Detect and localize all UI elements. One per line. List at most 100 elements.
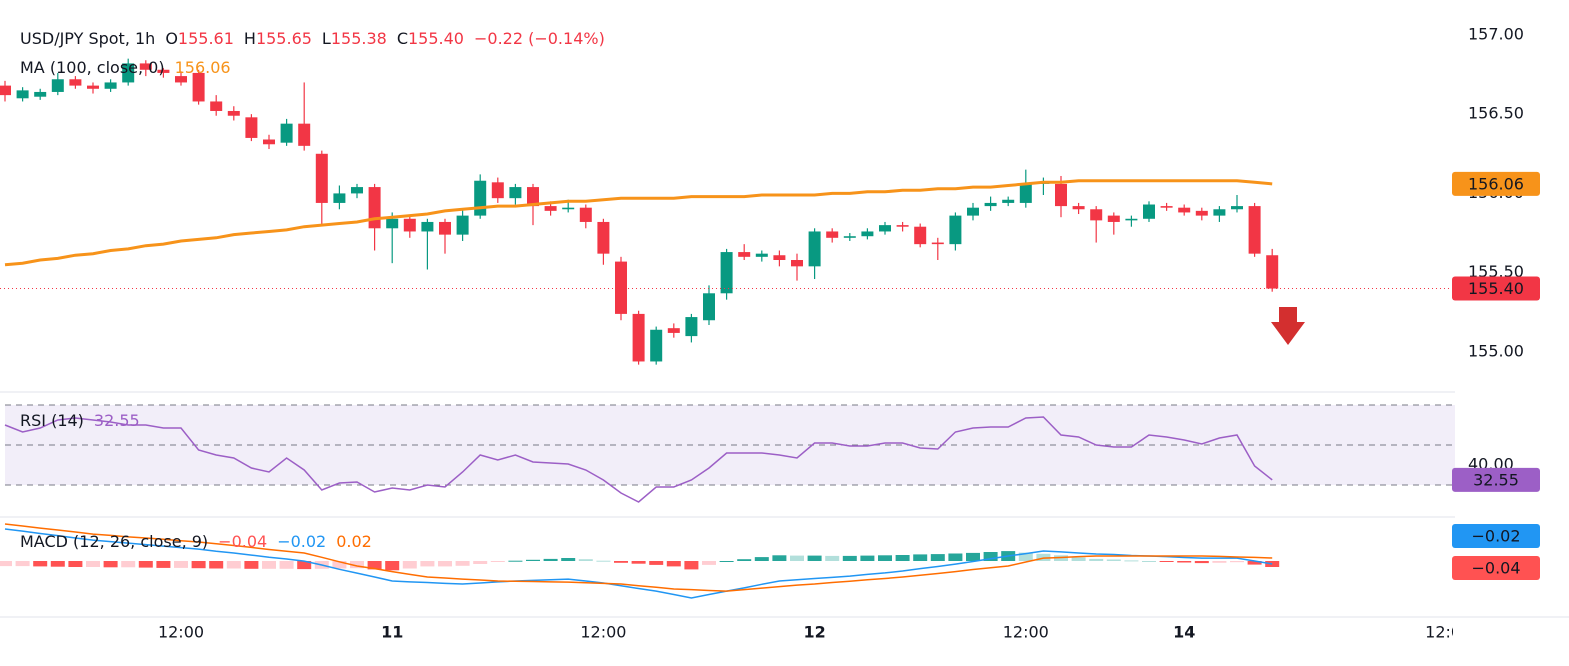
histogram-bar — [209, 561, 224, 569]
candle-body — [720, 252, 733, 294]
histogram-bar — [526, 559, 540, 561]
legend-key: H — [244, 29, 256, 48]
candle-body — [1231, 206, 1243, 210]
histogram-bar — [420, 561, 435, 567]
histogram-bar — [490, 561, 505, 562]
candle-body — [1195, 210, 1208, 216]
histogram-bar — [174, 561, 188, 568]
histogram-bar — [473, 561, 488, 564]
candle-body — [1019, 183, 1032, 203]
candle-body — [1055, 183, 1067, 207]
x-tick-label: 14 — [1173, 623, 1195, 642]
histogram-bar — [438, 561, 452, 567]
histogram-bar — [402, 561, 417, 569]
candle-body — [1178, 207, 1191, 213]
histogram-bar — [86, 561, 100, 567]
candle-body — [650, 329, 663, 362]
candle-body — [896, 225, 909, 227]
histogram-bar — [1142, 561, 1156, 562]
price-label: −0.04 — [1471, 559, 1520, 578]
series-line — [4, 523, 1273, 592]
symbol-title: USD/JPY Spot, 1h — [20, 29, 155, 48]
candle-body — [69, 79, 82, 86]
histogram-bar — [860, 555, 875, 561]
candle-body — [597, 221, 610, 254]
candle-body — [175, 76, 187, 83]
price-label-box — [1452, 556, 1540, 580]
x-tick-label: 12:00 — [580, 623, 626, 642]
histogram-bar — [1018, 552, 1033, 561]
candle-body — [791, 260, 803, 267]
candle-body — [562, 207, 575, 210]
candle-body — [861, 231, 874, 237]
x-tick-label: 12:00 — [158, 623, 204, 642]
histogram-bar — [983, 552, 998, 561]
histogram-bar — [1089, 558, 1104, 561]
x-tick-label: 12:00 — [1425, 623, 1471, 642]
candle-body — [984, 202, 997, 207]
legend-value: 155.38 — [331, 29, 387, 48]
candle-body — [914, 226, 927, 245]
histogram-bar — [367, 561, 382, 570]
candle-body — [298, 123, 311, 146]
price-label: −0.02 — [1471, 527, 1520, 546]
histogram-bar — [1071, 557, 1086, 561]
candle-body — [333, 193, 346, 203]
candle-body — [843, 236, 856, 238]
histogram-bar — [279, 561, 294, 569]
histogram-bar — [825, 555, 840, 561]
histogram-bar — [772, 555, 787, 561]
histogram-bar — [913, 554, 928, 561]
legend-value: 155.40 — [408, 29, 464, 48]
candle-body — [280, 123, 293, 143]
y-tick-label: 155.00 — [1468, 341, 1524, 360]
candle-body — [1266, 255, 1279, 289]
histogram-bar — [103, 561, 118, 568]
candle-body — [351, 187, 363, 194]
x-tick-label: 12:00 — [1003, 623, 1049, 642]
plot-layer: 157.00156.50156.00155.50155.00156.06155.… — [0, 24, 1540, 599]
y-tick-label: 157.00 — [1468, 24, 1524, 43]
candle-body — [210, 101, 223, 111]
candle-body — [0, 85, 11, 96]
series-line — [4, 416, 1273, 503]
histogram-bar — [790, 555, 804, 561]
histogram-bar — [1124, 560, 1139, 562]
rsi-legend: RSI (14) 32.55 — [20, 411, 140, 430]
candle-body — [1213, 209, 1226, 216]
rsi-title: RSI (14) — [20, 411, 84, 430]
candle-body — [1160, 206, 1173, 208]
x-tick-label: 12 — [803, 623, 825, 642]
rsi-band — [5, 405, 1455, 485]
histogram-bar — [1230, 561, 1244, 563]
x-tick-label: 11 — [381, 623, 403, 642]
histogram-bar — [737, 559, 752, 561]
legend-value: 155.61 — [178, 29, 234, 48]
candle-body — [755, 253, 768, 257]
histogram-bar — [121, 561, 136, 568]
legends: USD/JPY Spot, 1h O155.61 H155.65 L155.38 C15… — [20, 29, 605, 551]
histogram-bar — [1212, 561, 1227, 563]
series-line — [4, 528, 1273, 599]
histogram-bar — [0, 561, 12, 567]
candle-body — [122, 63, 135, 83]
candle-body — [685, 317, 698, 337]
candle-body — [738, 252, 751, 257]
candle-body — [879, 225, 891, 232]
price-label-box — [1452, 524, 1540, 548]
y-tick-label: 155.50 — [1468, 262, 1524, 281]
legend-key: O — [165, 29, 178, 48]
candle-body — [527, 187, 539, 207]
candle-body — [368, 187, 381, 229]
candle-body — [1143, 204, 1155, 219]
histogram-bar — [15, 561, 30, 567]
candle-body — [1125, 218, 1138, 221]
histogram-bar — [226, 561, 241, 569]
macd-value: −0.02 — [277, 532, 326, 551]
histogram-bar — [50, 561, 65, 567]
histogram-bar — [966, 552, 980, 561]
histogram-bar — [807, 555, 822, 561]
hist-value: −0.04 — [218, 532, 267, 551]
price-label-box — [1452, 467, 1540, 492]
